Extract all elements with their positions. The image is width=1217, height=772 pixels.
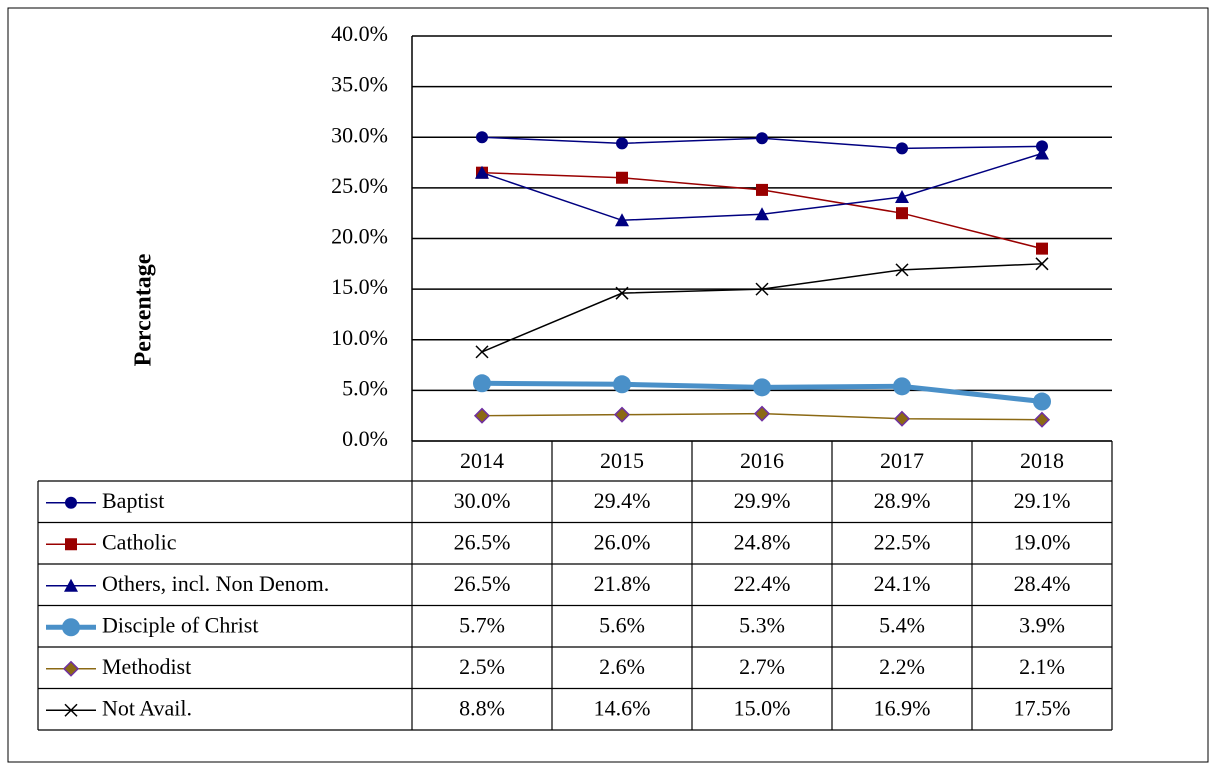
data-point — [476, 131, 488, 144]
table-cell: 24.1% — [874, 571, 931, 596]
table-cell: 26.5% — [454, 571, 511, 596]
table-cell: 5.6% — [599, 612, 645, 637]
x-tick-label: 2017 — [880, 448, 924, 473]
data-point — [1033, 392, 1051, 411]
table-cell: 21.8% — [594, 571, 651, 596]
legend-marker — [62, 618, 80, 637]
table-cell: 26.0% — [594, 529, 651, 554]
table-cell: 26.5% — [454, 529, 511, 554]
legend-marker — [64, 703, 78, 717]
y-tick-label: 0.0% — [342, 426, 388, 451]
data-point — [1035, 146, 1049, 160]
legend-label: Others, incl. Non Denom. — [102, 571, 329, 596]
data-point — [1036, 242, 1048, 255]
table-cell: 29.1% — [1014, 488, 1071, 513]
data-point — [896, 142, 908, 155]
table-cell: 16.9% — [874, 695, 931, 720]
data-point — [1035, 257, 1049, 271]
table-cell: 29.9% — [734, 488, 791, 513]
table-cell: 8.8% — [459, 695, 505, 720]
data-point — [756, 132, 768, 145]
data-point — [615, 286, 629, 300]
legend-label: Methodist — [102, 654, 191, 679]
table-cell: 5.7% — [459, 612, 505, 637]
data-point — [756, 183, 768, 196]
legend-label: Baptist — [102, 488, 164, 513]
data-point — [475, 345, 489, 359]
y-tick-label: 15.0% — [331, 274, 388, 299]
table-cell: 28.4% — [1014, 571, 1071, 596]
y-tick-label: 20.0% — [331, 224, 388, 249]
data-point — [1036, 140, 1048, 153]
data-point — [616, 137, 628, 150]
table-cell: 2.7% — [739, 654, 785, 679]
table-cell: 5.3% — [739, 612, 785, 637]
data-point — [473, 374, 491, 393]
table-cell: 5.4% — [879, 612, 925, 637]
data-point — [615, 213, 629, 227]
legend-label: Catholic — [102, 529, 177, 554]
legend-marker — [64, 578, 78, 592]
data-point — [755, 282, 769, 296]
data-point — [613, 375, 631, 394]
y-tick-label: 10.0% — [331, 325, 388, 350]
x-tick-label: 2014 — [460, 448, 504, 473]
data-point — [473, 407, 491, 424]
x-tick-label: 2018 — [1020, 448, 1064, 473]
table-cell: 15.0% — [734, 695, 791, 720]
y-tick-label: 25.0% — [331, 173, 388, 198]
table-cell: 28.9% — [874, 488, 931, 513]
y-tick-label: 40.0% — [331, 21, 388, 46]
data-point — [753, 405, 771, 422]
table-cell: 24.8% — [734, 529, 791, 554]
data-point — [616, 171, 628, 184]
data-point — [753, 378, 771, 397]
table-cell: 2.1% — [1019, 654, 1065, 679]
data-point — [895, 263, 909, 277]
x-tick-label: 2016 — [740, 448, 784, 473]
data-point — [613, 406, 631, 423]
y-tick-label: 30.0% — [331, 122, 388, 147]
table-cell: 17.5% — [1014, 695, 1071, 720]
table-cell: 19.0% — [1014, 529, 1071, 554]
data-point — [893, 377, 911, 396]
data-point — [893, 410, 911, 427]
table-cell: 22.4% — [734, 571, 791, 596]
legend-marker — [62, 660, 80, 677]
data-point — [895, 189, 909, 203]
data-point — [1033, 411, 1051, 428]
data-point — [755, 207, 769, 221]
table-cell: 30.0% — [454, 488, 511, 513]
table-cell: 2.2% — [879, 654, 925, 679]
legend-marker — [65, 496, 77, 509]
y-tick-label: 5.0% — [342, 375, 388, 400]
table-cell: 2.6% — [599, 654, 645, 679]
table-cell: 14.6% — [594, 695, 651, 720]
data-point — [475, 165, 489, 179]
table-cell: 3.9% — [1019, 612, 1065, 637]
data-point — [896, 207, 908, 220]
y-tick-label: 35.0% — [331, 72, 388, 97]
legend-marker — [65, 538, 77, 551]
y-axis-label: Percentage — [131, 253, 157, 366]
legend-label: Not Avail. — [102, 695, 192, 720]
legend-label: Disciple of Christ — [102, 612, 258, 637]
table-cell: 22.5% — [874, 529, 931, 554]
table-cell: 29.4% — [594, 488, 651, 513]
table-cell: 2.5% — [459, 654, 505, 679]
x-tick-label: 2015 — [600, 448, 644, 473]
